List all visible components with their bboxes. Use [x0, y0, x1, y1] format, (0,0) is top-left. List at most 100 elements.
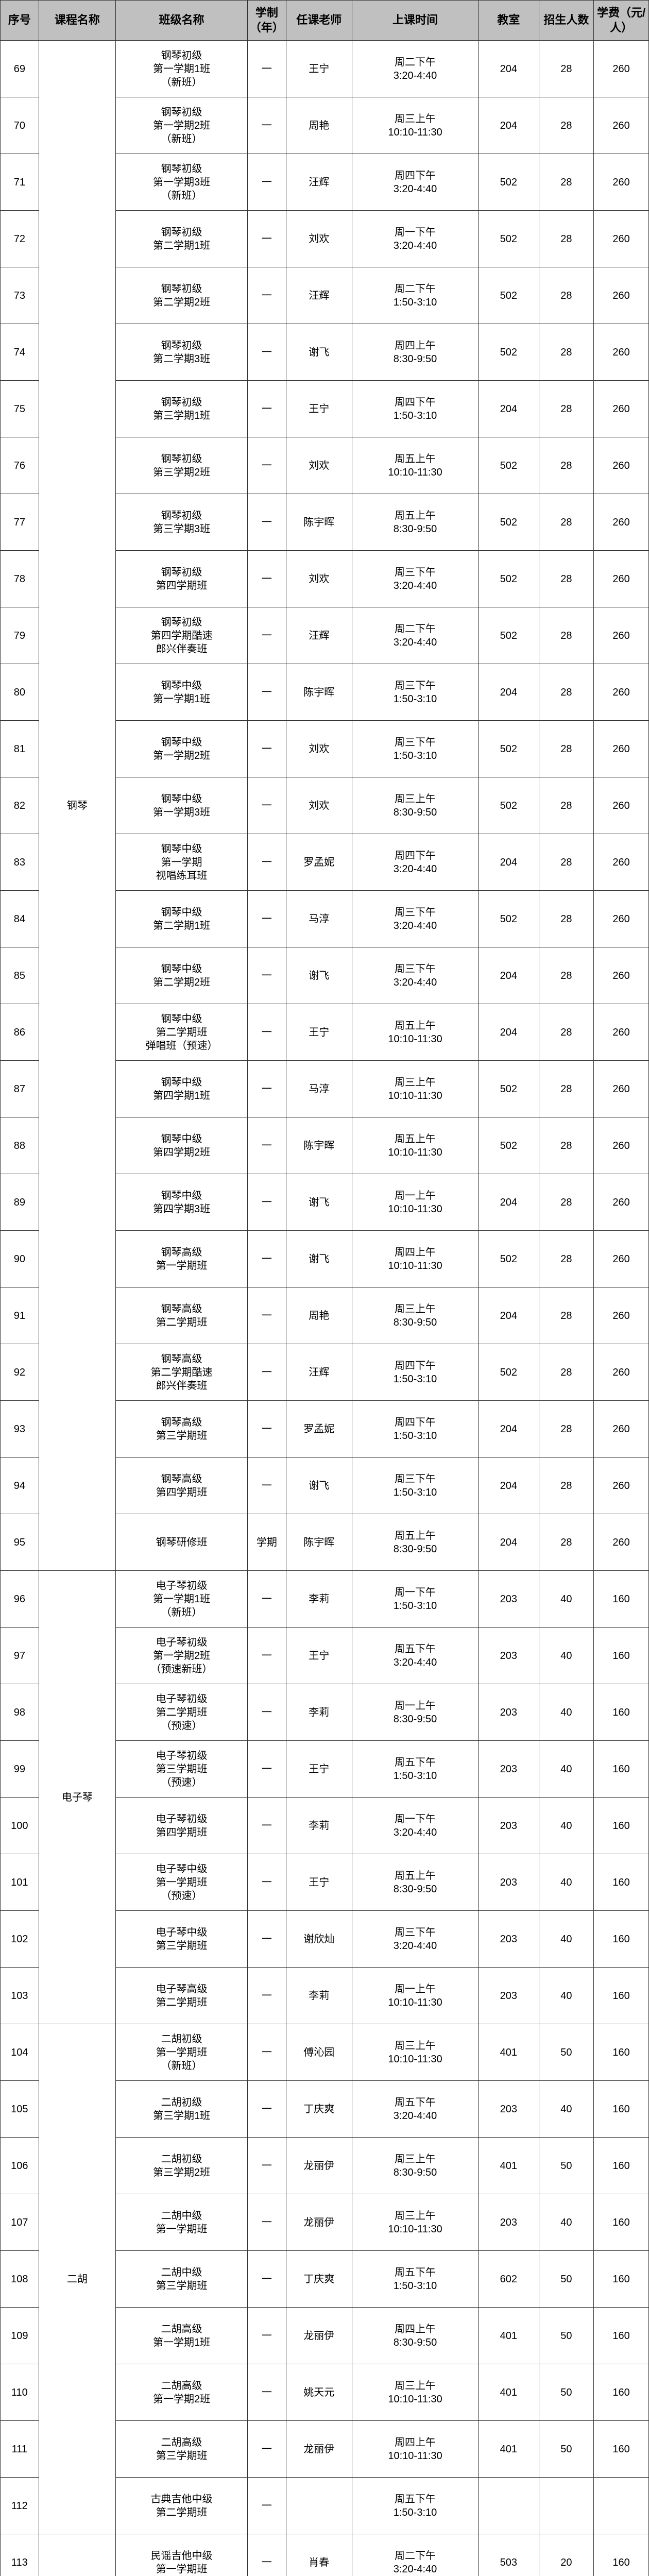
cell-term: 一 — [248, 891, 286, 947]
cell-term: 一 — [248, 2081, 286, 2138]
cell-seq: 110 — [1, 2364, 39, 2421]
cell-room: 204 — [479, 1174, 539, 1231]
cell-cap: 28 — [539, 551, 594, 607]
cell-room — [479, 2478, 539, 2534]
cell-cap: 28 — [539, 891, 594, 947]
cell-room: 203 — [479, 1854, 539, 1911]
cell-term: 一 — [248, 41, 286, 97]
cell-class: 二胡初级第三学期2班 — [116, 2138, 248, 2194]
cell-term: 一 — [248, 1684, 286, 1741]
cell-term: 一 — [248, 2308, 286, 2364]
cell-room: 203 — [479, 1628, 539, 1684]
cell-time: 周五上午10:10-11:30 — [352, 1004, 478, 1061]
cell-teacher: 王宁 — [286, 1628, 352, 1684]
cell-teacher: 王宁 — [286, 1854, 352, 1911]
cell-cap: 40 — [539, 2081, 594, 2138]
cell-room: 502 — [479, 721, 539, 777]
cell-seq: 104 — [1, 2024, 39, 2081]
cell-class: 钢琴中级第四学期3班 — [116, 1174, 248, 1231]
cell-cap: 28 — [539, 1061, 594, 1117]
cell-time: 周一下午3:20-4:40 — [352, 211, 478, 267]
table-row: 113吉他民谣吉他中级第一学期班一肖春周二下午3:20-4:4050320160 — [1, 2534, 649, 2576]
cell-class: 钢琴初级第三学期2班 — [116, 437, 248, 494]
cell-term: 一 — [248, 211, 286, 267]
cell-teacher: 丁庆爽 — [286, 2251, 352, 2308]
cell-fee: 160 — [594, 1684, 649, 1741]
cell-time: 周四上午10:10-11:30 — [352, 2421, 478, 2478]
cell-seq: 69 — [1, 41, 39, 97]
cell-term: 一 — [248, 947, 286, 1004]
cell-term: 一 — [248, 1571, 286, 1628]
cell-teacher: 王宁 — [286, 41, 352, 97]
cell-teacher: 龙丽伊 — [286, 2194, 352, 2251]
cell-fee: 260 — [594, 211, 649, 267]
cell-class: 钢琴高级第四学期班 — [116, 1458, 248, 1514]
cell-teacher: 周艳 — [286, 1287, 352, 1344]
cell-seq: 76 — [1, 437, 39, 494]
cell-teacher: 李莉 — [286, 1571, 352, 1628]
cell-time: 周三下午3:20-4:40 — [352, 1911, 478, 1968]
cell-room: 203 — [479, 1571, 539, 1628]
cell-fee: 260 — [594, 834, 649, 891]
cell-cap: 50 — [539, 2024, 594, 2081]
cell-fee: 160 — [594, 2534, 649, 2576]
cell-cap: 28 — [539, 1231, 594, 1287]
cell-fee: 260 — [594, 1401, 649, 1458]
cell-class: 电子琴中级第三学期班 — [116, 1911, 248, 1968]
cell-cap: 28 — [539, 1401, 594, 1458]
cell-term: 一 — [248, 2024, 286, 2081]
cell-room: 204 — [479, 41, 539, 97]
cell-seq: 112 — [1, 2478, 39, 2534]
cell-cap: 50 — [539, 2308, 594, 2364]
cell-cap: 28 — [539, 1514, 594, 1571]
cell-time: 周二下午3:20-4:40 — [352, 607, 478, 664]
cell-teacher: 马淳 — [286, 1061, 352, 1117]
cell-term: 一 — [248, 721, 286, 777]
cell-cap: 28 — [539, 1344, 594, 1401]
cell-room: 502 — [479, 437, 539, 494]
cell-fee: 160 — [594, 2421, 649, 2478]
th-cap: 招生人数 — [539, 1, 594, 41]
cell-term: 学期 — [248, 1514, 286, 1571]
cell-term: 一 — [248, 1854, 286, 1911]
cell-room: 502 — [479, 551, 539, 607]
cell-teacher: 汪辉 — [286, 154, 352, 211]
cell-fee: 260 — [594, 1514, 649, 1571]
cell-teacher: 李莉 — [286, 1798, 352, 1854]
cell-class: 钢琴高级第一学期班 — [116, 1231, 248, 1287]
cell-room: 204 — [479, 1458, 539, 1514]
cell-cap: 50 — [539, 2364, 594, 2421]
cell-seq: 75 — [1, 381, 39, 437]
cell-term: 一 — [248, 2194, 286, 2251]
cell-term: 一 — [248, 1117, 286, 1174]
cell-time: 周四下午1:50-3:10 — [352, 1401, 478, 1458]
cell-time: 周四上午8:30-9:50 — [352, 324, 478, 381]
cell-cap — [539, 2478, 594, 2534]
cell-seq: 90 — [1, 1231, 39, 1287]
cell-time: 周二下午3:20-4:40 — [352, 2534, 478, 2576]
cell-cap: 28 — [539, 777, 594, 834]
cell-room: 204 — [479, 97, 539, 154]
cell-class: 钢琴高级第二学期酷速郎兴伴奏班 — [116, 1344, 248, 1401]
cell-room: 204 — [479, 1287, 539, 1344]
cell-seq: 92 — [1, 1344, 39, 1401]
cell-term: 一 — [248, 1401, 286, 1458]
cell-teacher: 刘欢 — [286, 211, 352, 267]
cell-class: 电子琴初级第四学期班 — [116, 1798, 248, 1854]
cell-teacher: 龙丽伊 — [286, 2308, 352, 2364]
table-row: 69钢琴钢琴初级第一学期1班（新班）一王宁周二下午3:20-4:40204282… — [1, 41, 649, 97]
cell-time: 周五下午3:20-4:40 — [352, 1628, 478, 1684]
cell-cap: 28 — [539, 324, 594, 381]
cell-time: 周三上午8:30-9:50 — [352, 777, 478, 834]
cell-time: 周五上午10:10-11:30 — [352, 1117, 478, 1174]
course-table: 序号 课程名称 班级名称 学制（年） 任课老师 上课时间 教室 招生人数 学费（… — [0, 0, 649, 2576]
cell-room: 401 — [479, 2308, 539, 2364]
cell-teacher: 刘欢 — [286, 777, 352, 834]
cell-fee: 260 — [594, 1231, 649, 1287]
cell-seq: 89 — [1, 1174, 39, 1231]
cell-class: 二胡中级第一学期班 — [116, 2194, 248, 2251]
cell-seq: 109 — [1, 2308, 39, 2364]
cell-room: 502 — [479, 211, 539, 267]
cell-room: 203 — [479, 1911, 539, 1968]
cell-teacher: 丁庆爽 — [286, 2081, 352, 2138]
